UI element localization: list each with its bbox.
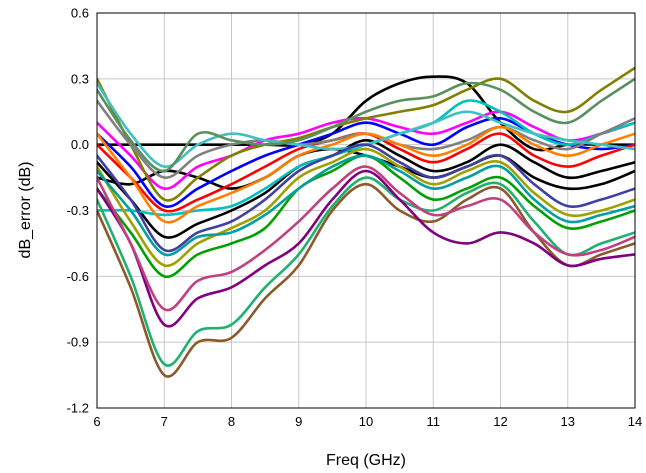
x-axis-label: Freq (GHz) xyxy=(326,452,406,469)
x-tick-label: 13 xyxy=(561,414,575,429)
series-line-9 xyxy=(97,66,635,202)
series-line-11 xyxy=(97,176,635,367)
x-tick-label: 11 xyxy=(427,414,441,429)
series-line-20 xyxy=(97,154,635,257)
series-line-16 xyxy=(97,77,635,173)
y-tick-label: 0.3 xyxy=(71,71,89,86)
y-tick-label: -0.3 xyxy=(67,203,89,218)
y-tick-label: -0.9 xyxy=(67,335,89,350)
series-line-14 xyxy=(97,125,635,224)
y-tick-label: -1.2 xyxy=(67,401,89,416)
y-tick-labels: -1.2 -0.9 -0.6 -0.3 0.0 0.3 0.6 xyxy=(67,6,89,416)
y-tick-label: 0.6 xyxy=(71,6,89,21)
plot-frame xyxy=(96,12,636,409)
series-line-3 xyxy=(97,138,635,239)
series-line-10 xyxy=(97,182,635,378)
x-tick-label: 10 xyxy=(359,414,373,429)
x-tick-label: 8 xyxy=(228,414,235,429)
x-tick-label: 14 xyxy=(628,414,642,429)
y-axis-label: dB_error (dB) xyxy=(17,162,34,259)
y-tick-label: 0.0 xyxy=(71,137,89,152)
series-line-19 xyxy=(97,165,635,312)
x-tick-label: 9 xyxy=(295,414,302,429)
x-tick-labels: 6 7 8 9 10 11 12 13 14 xyxy=(93,414,642,429)
series-line-12 xyxy=(97,169,635,328)
series-line-18 xyxy=(97,143,635,253)
x-tick-label: 6 xyxy=(93,414,100,429)
x-tick-label: 7 xyxy=(161,414,168,429)
series-line-17 xyxy=(97,147,635,268)
series-lines xyxy=(97,66,635,378)
y-tick-label: -0.6 xyxy=(67,269,89,284)
x-tick-label: 12 xyxy=(493,414,507,429)
